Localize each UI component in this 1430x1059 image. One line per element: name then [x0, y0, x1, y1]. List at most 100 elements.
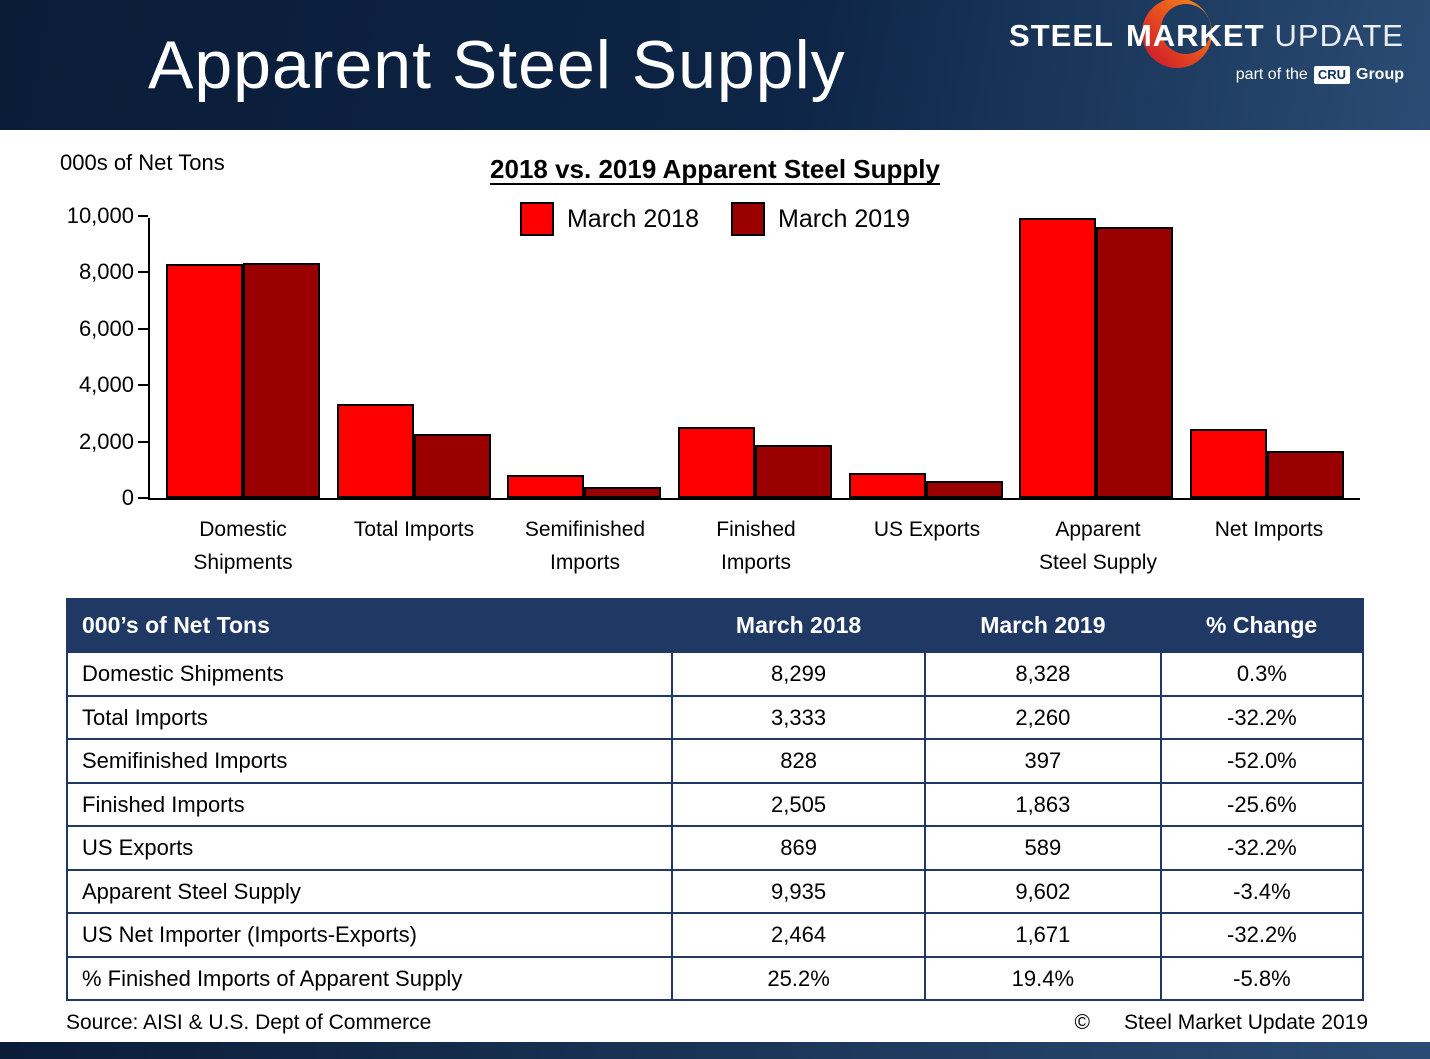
table-row: % Finished Imports of Apparent Supply 25.… — [65, 955, 1365, 1001]
x-axis-label-us-exports: US Exports — [873, 518, 981, 541]
chart-title: 2018 vs. 2019 Apparent Steel Supply — [490, 154, 940, 184]
legend-swatch — [731, 202, 765, 236]
x-axis-label-apparent-steel-supply: Apparent Steel Supply — [1039, 518, 1157, 574]
y-tick-label: 2,000 — [78, 428, 134, 454]
bar-us-exports-march-2019 — [925, 481, 1003, 498]
value-cell: -32.2% — [1159, 912, 1365, 958]
logo-word-market: MARKET — [1125, 18, 1265, 53]
x-axis-label-semifinished-imports: Semifinished Imports — [524, 518, 646, 574]
value-cell: 25.2% — [671, 955, 926, 1001]
table-row: Semifinished Imports 828 397 -52.0% — [65, 738, 1365, 784]
bars-row — [150, 218, 1360, 498]
bar-finished-imports-march-2018 — [677, 427, 755, 498]
smu-logo-tagline: part of the CRU Group — [1044, 66, 1404, 84]
value-cell: 0.3% — [1159, 651, 1365, 697]
logo-group-text: Group — [1356, 66, 1404, 83]
plot-area: 0 2,000 4,000 6,000 8,000 10,000 — [67, 203, 1360, 510]
value-cell: -5.8% — [1159, 955, 1365, 1001]
bar-finished-imports-march-2019 — [754, 445, 832, 498]
value-cell: 19.4% — [923, 955, 1162, 1001]
legend-label: March 2018 — [566, 204, 699, 233]
bar-total-imports-march-2018 — [336, 404, 414, 498]
legend-item-march-2019: March 2019 — [731, 202, 910, 236]
y-tick-mark — [138, 327, 148, 330]
smu-logo-wordmark: STEEL MARKET UPDATE — [1009, 0, 1404, 68]
bar-group-us-exports — [848, 473, 1003, 498]
row-label-cell: Apparent Steel Supply — [65, 868, 674, 914]
y-tick-mark — [138, 497, 148, 499]
bar-apparent-steel-supply-march-2018 — [1019, 218, 1097, 498]
logo-word-steel: STEEL — [1009, 18, 1114, 53]
bar-apparent-steel-supply-march-2019 — [1096, 227, 1174, 498]
value-cell: 2,260 — [923, 694, 1162, 740]
x-axis-labels: Domestic Shipments Total Imports Semifinish… — [150, 514, 1362, 579]
value-cell: 2,464 — [671, 912, 926, 958]
row-label-cell: Total Imports — [65, 694, 674, 740]
bar-domestic-shipments-march-2019 — [243, 263, 320, 498]
bar-net-imports-march-2018 — [1189, 429, 1267, 498]
bar-total-imports-march-2019 — [413, 434, 491, 498]
value-cell: 2,505 — [671, 781, 926, 827]
bar-group-net-imports — [1189, 429, 1344, 498]
table-row: Apparent Steel Supply 9,935 9,602 -3.4% — [65, 868, 1365, 914]
data-table: 000’s of Net Tons March 2018 March 2019% C… — [65, 598, 1365, 1001]
bottom-strip — [0, 1042, 1430, 1059]
table-body: Domestic Shipments 8,299 8,328 0.3% Total Im… — [65, 651, 1365, 1001]
bar-group-apparent-steel-supply — [1019, 218, 1174, 498]
row-label-cell: US Exports — [65, 825, 674, 871]
source-note: Source: AISI & U.S. Dept of Commerce — [66, 1011, 432, 1034]
bar-group-semifinished-imports — [507, 475, 662, 498]
cru-logo: CRU — [1313, 66, 1350, 84]
table-row: Finished Imports 2,505 1,863 -25.6% — [65, 781, 1365, 827]
y-tick-label: 6,000 — [78, 315, 134, 341]
value-cell: 397 — [923, 738, 1162, 784]
bar-semifinished-imports-march-2018 — [507, 475, 585, 498]
table-header-cell: March 2018 — [671, 598, 926, 653]
table-row: US Exports 869 589 -32.2% — [65, 825, 1365, 871]
y-tick-label: 10,000 — [66, 203, 134, 228]
footer: Source: AISI & U.S. Dept of Commerce © S… — [66, 1011, 1368, 1035]
smu-crescent-icon — [1142, 0, 1212, 68]
value-cell: -52.0% — [1159, 738, 1365, 784]
legend-swatch — [519, 202, 554, 236]
table-header-cell: 000’s of Net Tons — [66, 598, 673, 653]
table-head: 000’s of Net Tons March 2018 March 2019% C… — [66, 598, 1364, 653]
bar-us-exports-march-2018 — [848, 473, 926, 498]
x-axis-label-net-imports: Net Imports — [1214, 518, 1324, 541]
row-label-cell: Domestic Shipments — [65, 651, 674, 697]
row-label-cell: Finished Imports — [65, 781, 674, 827]
value-cell: -32.2% — [1159, 825, 1365, 871]
row-label-cell: Semifinished Imports — [65, 738, 674, 784]
y-tick-label: 4,000 — [78, 372, 134, 398]
legend-label: March 2019 — [778, 204, 911, 233]
x-axis-label-finished-imports: Finished Imports — [716, 518, 796, 574]
smu-logo: STEEL MARKET UPDATE part of the CRU Grou… — [1009, 0, 1404, 84]
value-cell: 589 — [923, 825, 1162, 871]
value-cell: 8,328 — [923, 651, 1162, 697]
table-header-row: 000’s of Net Tons March 2018 March 2019% C… — [66, 598, 1364, 653]
value-cell: 3,333 — [671, 694, 926, 740]
bar-semifinished-imports-march-2019 — [584, 487, 662, 498]
y-tick-label: 0 — [121, 485, 134, 510]
summary-table-section: 000’s of Net Tons March 2018 March 2019% C… — [65, 598, 1365, 1001]
x-axis-label-total-imports: Total Imports — [353, 518, 475, 541]
bar-group-domestic-shipments — [166, 263, 320, 498]
copyright-symbol: © — [1074, 1011, 1091, 1034]
y-tick-mark — [138, 215, 148, 217]
copyright-credit: Steel Market Update 2019 — [1124, 1011, 1368, 1034]
bar-net-imports-march-2019 — [1266, 451, 1344, 498]
legend-item-march-2018: March 2018 — [519, 202, 699, 236]
page-title: Apparent Steel Supply — [148, 27, 846, 103]
y-tick-mark — [138, 440, 148, 443]
x-axis-label-domestic-shipments: Domestic Shipments — [193, 518, 293, 574]
row-label-cell: US Net Importer (Imports-Exports) — [65, 912, 674, 958]
table-header-cell: % Change — [1160, 598, 1364, 653]
value-cell: -3.4% — [1159, 868, 1365, 914]
chart-area: 000s of Net Tons 2018 vs. 2019 Apparent … — [0, 130, 1430, 598]
header-banner: Apparent Steel Supply STEEL MARKET UPDAT… — [0, 0, 1430, 130]
logo-part-of-text: part of the — [1235, 66, 1308, 83]
y-axis-units-label: 000s of Net Tons — [60, 150, 225, 175]
value-cell: -25.6% — [1159, 781, 1365, 827]
y-tick-mark — [138, 384, 148, 387]
row-label-cell: % Finished Imports of Apparent Supply — [65, 955, 674, 1001]
